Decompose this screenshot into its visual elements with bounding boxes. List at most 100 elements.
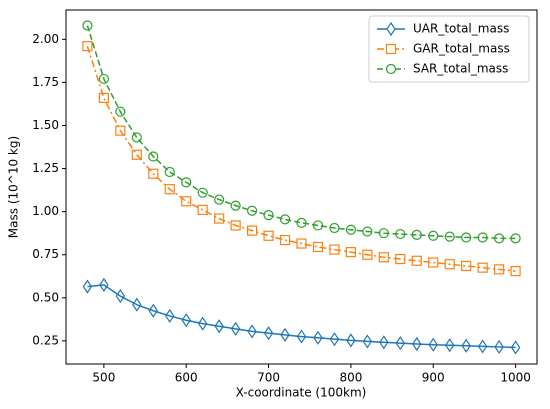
marker (477, 262, 488, 273)
marker (263, 326, 274, 341)
y-tick-label: 1.50 (32, 118, 59, 132)
marker (230, 200, 241, 211)
y-axis-label: Mass (10^10 kg) (7, 136, 21, 238)
marker (197, 187, 208, 198)
marker (164, 166, 175, 178)
legend-label: GAR_total_mass (413, 42, 510, 56)
marker (246, 225, 258, 236)
marker (494, 264, 505, 275)
y-tick-label: 0.25 (32, 333, 59, 347)
marker (510, 266, 521, 277)
marker (164, 184, 175, 195)
marker (395, 228, 406, 240)
marker (461, 260, 472, 272)
marker (329, 332, 340, 347)
marker (197, 316, 208, 331)
marker (378, 252, 389, 263)
marker (386, 21, 396, 37)
marker (131, 149, 142, 160)
marker (99, 277, 109, 292)
marker (385, 43, 397, 55)
marker (428, 230, 439, 241)
x-tick-label: 1000 (500, 371, 531, 385)
series-line (87, 284, 516, 349)
x-tick-label: 800 (339, 371, 362, 385)
marker (115, 289, 126, 304)
marker (345, 247, 357, 258)
marker (296, 329, 307, 344)
marker (181, 177, 192, 188)
marker (181, 196, 192, 207)
marker (395, 336, 406, 351)
marker (197, 204, 208, 216)
marker (313, 330, 323, 345)
marker (428, 337, 438, 352)
marker (115, 125, 126, 136)
marker (214, 194, 225, 205)
plot-frame (65, 9, 538, 365)
marker (444, 259, 455, 270)
marker (379, 335, 389, 350)
marker (263, 230, 274, 241)
marker (395, 253, 406, 265)
y-tick-label: 1.00 (32, 204, 59, 218)
marker (385, 63, 397, 75)
marker (181, 313, 191, 328)
series-line (86, 45, 516, 272)
marker (510, 340, 521, 355)
marker (362, 334, 373, 349)
marker (115, 106, 126, 117)
marker (444, 338, 455, 353)
marker (329, 222, 340, 234)
marker (148, 303, 159, 318)
y-tick-label: 0.75 (32, 247, 59, 261)
marker (477, 339, 488, 354)
marker (494, 339, 504, 355)
marker (263, 209, 274, 221)
marker (247, 324, 257, 339)
x-tick-label: 600 (175, 371, 198, 385)
x-tick-label: 900 (422, 371, 445, 385)
marker (214, 319, 224, 334)
marker (82, 279, 93, 294)
series-line (86, 25, 516, 240)
marker (230, 321, 241, 336)
marker (461, 338, 471, 353)
marker (329, 244, 340, 255)
legend-label: SAR_total_mass (413, 62, 508, 76)
marker (411, 229, 422, 241)
marker (428, 257, 439, 268)
marker (98, 92, 109, 103)
legend: UAR_total_mass GAR_total_mass SAR_total_ma… (368, 15, 530, 83)
marker (246, 205, 258, 216)
y-tick-label: 0.50 (32, 290, 59, 304)
marker (312, 220, 324, 231)
marker (82, 41, 93, 52)
marker (296, 217, 307, 228)
marker (461, 232, 472, 243)
marker (362, 249, 373, 260)
y-tick-label: 1.25 (32, 161, 59, 175)
marker (148, 151, 159, 162)
marker (346, 333, 356, 348)
marker (477, 232, 488, 243)
marker (345, 224, 357, 235)
marker (378, 228, 389, 239)
x-axis-label: X-coordinate (100km) (236, 386, 367, 400)
marker (411, 255, 422, 266)
y-tick-label: 2.00 (32, 32, 59, 46)
marker (362, 226, 373, 237)
marker (280, 327, 290, 342)
marker (510, 233, 521, 244)
marker (131, 132, 142, 143)
marker (230, 220, 241, 231)
marker (132, 297, 142, 312)
legend-box (368, 15, 530, 83)
marker (82, 20, 93, 31)
marker (312, 241, 324, 253)
marker (214, 213, 225, 224)
marker (444, 231, 455, 242)
marker (279, 214, 291, 225)
marker (412, 336, 422, 352)
